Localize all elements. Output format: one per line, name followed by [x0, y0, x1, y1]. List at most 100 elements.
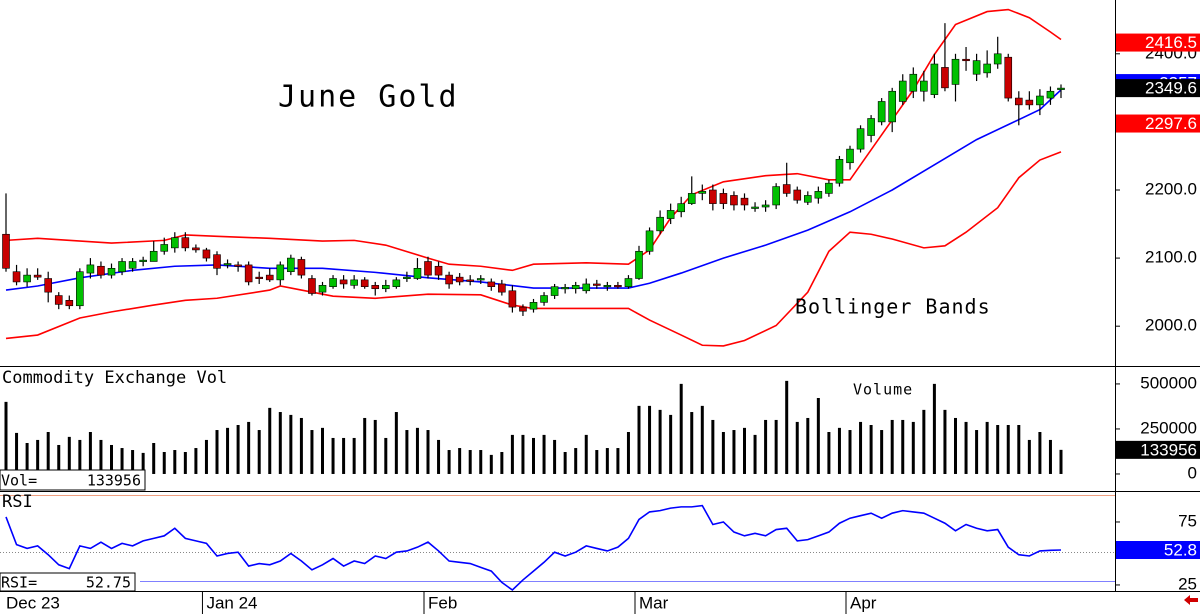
candle-body [350, 279, 358, 286]
candle-body [856, 128, 865, 150]
value-tag [1116, 33, 1200, 52]
y-tick-label: 2200.0 [1145, 179, 1197, 198]
candle-body [793, 189, 802, 201]
candle-body [413, 268, 422, 279]
band-line [5, 8, 1062, 272]
candle-body [740, 197, 749, 206]
candle-body [687, 193, 696, 204]
candle-body [445, 274, 453, 285]
candle-body [709, 189, 717, 204]
candle-body [498, 283, 506, 293]
candle-body [97, 265, 105, 276]
candle-body [1014, 97, 1023, 106]
candle-body [223, 263, 232, 266]
candle-body [1046, 90, 1055, 99]
x-tick-label: Jan 24 [206, 593, 257, 612]
y-tick-label: 25 [1178, 574, 1197, 593]
readout-value: 133956 [87, 472, 141, 490]
candle-body [814, 191, 823, 199]
candle-body [993, 53, 1002, 65]
readout-box [0, 469, 146, 491]
candle-body [202, 249, 211, 259]
candle-body [392, 279, 401, 287]
candle-body [867, 118, 875, 136]
candle-body [244, 264, 253, 283]
value-tag [1116, 114, 1200, 133]
candle-body [941, 67, 949, 89]
candle-body [951, 58, 960, 85]
candle-body [1025, 99, 1034, 106]
candle-body [772, 186, 780, 206]
panel-title: RSI [2, 492, 33, 512]
candle-body [86, 264, 95, 274]
candle-body [12, 271, 21, 283]
candle-body [308, 278, 316, 294]
candle-body [614, 285, 622, 288]
candle-body [540, 295, 548, 303]
candle-body [118, 261, 126, 273]
candle-body [76, 271, 84, 307]
candle-body [920, 80, 928, 92]
candle-body [329, 278, 337, 287]
y-tick-label: 250000 [1140, 418, 1197, 437]
candle-body [624, 278, 633, 287]
value-tag [1116, 440, 1200, 459]
x-tick-label: Mar [639, 593, 669, 612]
x-tick-label: Apr [850, 593, 877, 612]
candle-body [181, 237, 190, 249]
candle-body [192, 247, 200, 251]
candle-body [550, 286, 559, 296]
candle-body [339, 279, 348, 285]
candle-body [592, 283, 601, 286]
frame [0, 0, 1200, 592]
candle-body [287, 257, 295, 273]
candle-body [360, 279, 369, 287]
candle-body [371, 285, 380, 290]
value-tag-label: 2297.6 [1145, 114, 1197, 133]
candle-body [234, 264, 242, 267]
candle-body [698, 191, 707, 194]
candle-body [160, 244, 169, 252]
band-line [5, 151, 1062, 347]
candle-body [2, 233, 10, 269]
candle-body [571, 285, 580, 290]
candle-body [508, 290, 517, 308]
candle-body [846, 148, 854, 164]
candle-body [835, 159, 844, 184]
x-tick-label: Feb [428, 593, 457, 612]
candle-body [782, 184, 791, 194]
candle-body [719, 193, 728, 204]
candle-body [403, 276, 411, 279]
value-tag-label: 52.8 [1164, 540, 1197, 559]
y-tick-label: 75 [1178, 511, 1197, 530]
readout-box [0, 572, 136, 592]
x-tick-label: Dec 23 [6, 593, 60, 612]
candle-body [677, 203, 686, 213]
candle-body [1036, 95, 1044, 106]
y-tick-label: 2100.0 [1145, 248, 1197, 267]
value-tag-label: 133956 [1140, 440, 1197, 459]
candle-body [888, 90, 897, 123]
candle-body [255, 276, 263, 279]
value-tag [1116, 541, 1200, 560]
readout-label: RSI= [1, 574, 37, 592]
readout-label: Vol= [1, 472, 37, 490]
candle-body [171, 237, 179, 249]
candle-body [455, 276, 464, 283]
candle-body [909, 73, 918, 92]
candle-body [529, 302, 538, 310]
value-tag-label: 2349.6 [1145, 79, 1197, 98]
candle-body [381, 285, 390, 290]
candle-body [877, 101, 886, 123]
y-tick-label: 2000.0 [1145, 316, 1197, 335]
candle-body [1057, 87, 1065, 90]
candle-body [666, 210, 675, 219]
candle-body [434, 265, 443, 276]
candle-body [825, 182, 833, 194]
candle-body [265, 274, 274, 281]
candle-body [898, 80, 907, 102]
candle-body [972, 60, 981, 75]
candle-body [276, 264, 285, 281]
candle-body [466, 279, 475, 282]
